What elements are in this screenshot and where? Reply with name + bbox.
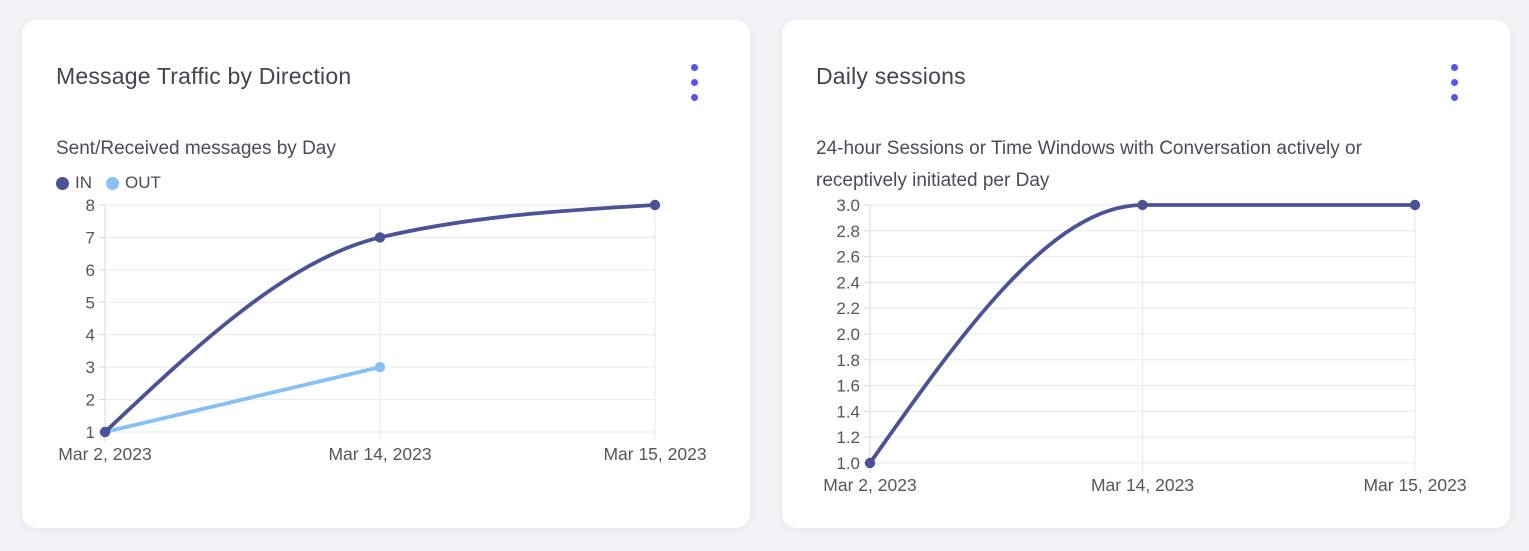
svg-text:4: 4 bbox=[86, 326, 95, 345]
svg-text:Mar 15, 2023: Mar 15, 2023 bbox=[1363, 475, 1466, 495]
kebab-dot bbox=[691, 79, 698, 86]
card-header: Daily sessions bbox=[816, 60, 1476, 105]
svg-text:3.0: 3.0 bbox=[836, 196, 860, 215]
svg-text:Mar 2, 2023: Mar 2, 2023 bbox=[823, 475, 916, 495]
svg-text:2.2: 2.2 bbox=[836, 299, 860, 318]
svg-text:1.2: 1.2 bbox=[836, 428, 860, 447]
chart-area: 1.0 1.2 1.4 1.6 1.8 2.0 2.2 2.4 2.6 2.8 3.0 Mar 2, … bbox=[816, 196, 1476, 499]
message-traffic-line-chart: 1 2 3 4 5 6 7 8 Mar 2, 2023 Mar 14, 2023 Mar 15, 2… bbox=[58, 196, 706, 464]
svg-text:8: 8 bbox=[86, 196, 95, 215]
svg-text:Mar 2, 2023: Mar 2, 2023 bbox=[58, 444, 151, 464]
kebab-dot bbox=[1451, 79, 1458, 86]
svg-text:3: 3 bbox=[86, 358, 95, 377]
svg-text:7: 7 bbox=[86, 228, 95, 247]
svg-text:1.0: 1.0 bbox=[836, 454, 860, 473]
legend-label-in: IN bbox=[75, 173, 92, 192]
card-title: Message Traffic by Direction bbox=[56, 63, 352, 89]
svg-text:2: 2 bbox=[86, 391, 95, 410]
kebab-dot bbox=[691, 94, 698, 101]
legend-item-out: OUT bbox=[106, 173, 161, 193]
svg-text:1.4: 1.4 bbox=[836, 402, 860, 421]
card-subtitle: Sent/Received messages by Day bbox=[56, 138, 336, 159]
chart-area: 1 2 3 4 5 6 7 8 Mar 2, 2023 Mar 14, 2023 Mar 15, 2… bbox=[56, 196, 716, 469]
kebab-dot bbox=[1451, 64, 1458, 71]
svg-text:1: 1 bbox=[86, 423, 95, 442]
kebab-dot bbox=[1451, 94, 1458, 101]
legend-label-out: OUT bbox=[125, 173, 161, 192]
svg-text:Mar 14, 2023: Mar 14, 2023 bbox=[328, 444, 431, 464]
svg-text:1.6: 1.6 bbox=[836, 377, 860, 396]
svg-text:1.8: 1.8 bbox=[836, 351, 860, 370]
legend-item-in: IN bbox=[56, 173, 92, 193]
svg-text:2.0: 2.0 bbox=[836, 325, 860, 344]
card-header: Message Traffic by Direction bbox=[56, 60, 716, 105]
card-title: Daily sessions bbox=[816, 63, 966, 89]
svg-text:2.4: 2.4 bbox=[836, 273, 860, 292]
kebab-menu-icon[interactable] bbox=[685, 60, 704, 105]
kebab-dot bbox=[691, 64, 698, 71]
svg-text:Mar 15, 2023: Mar 15, 2023 bbox=[603, 444, 706, 464]
message-traffic-card: Message Traffic by Direction Sent/Receiv… bbox=[22, 20, 750, 528]
legend-dot-out-icon bbox=[106, 176, 119, 190]
kebab-menu-icon[interactable] bbox=[1445, 60, 1464, 105]
daily-sessions-card: Daily sessions 24-hour Sessions or Time … bbox=[782, 20, 1510, 528]
legend-dot-in-icon bbox=[56, 176, 69, 190]
chart-legend: IN OUT bbox=[56, 173, 716, 193]
svg-text:2.8: 2.8 bbox=[836, 222, 860, 241]
svg-text:2.6: 2.6 bbox=[836, 248, 860, 267]
svg-text:Mar 14, 2023: Mar 14, 2023 bbox=[1091, 475, 1194, 495]
svg-text:6: 6 bbox=[86, 261, 95, 280]
card-subtitle: 24-hour Sessions or Time Windows with Co… bbox=[816, 138, 1362, 191]
daily-sessions-line-chart: 1.0 1.2 1.4 1.6 1.8 2.0 2.2 2.4 2.6 2.8 3.0 Mar 2, … bbox=[823, 196, 1466, 495]
svg-text:5: 5 bbox=[86, 293, 95, 312]
